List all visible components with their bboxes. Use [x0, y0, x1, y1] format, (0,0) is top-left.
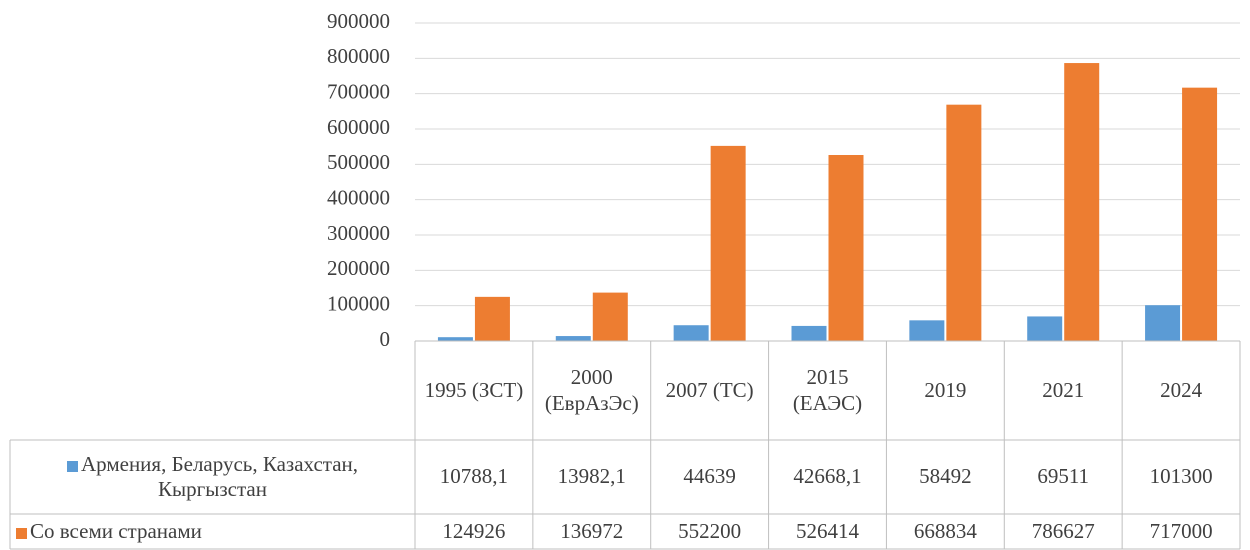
y-tick-label: 800000 [327, 44, 390, 68]
table-value: 717000 [1149, 518, 1213, 543]
y-tick-label: 900000 [327, 9, 390, 33]
table-value: 124926 [442, 518, 506, 543]
y-tick-label: 200000 [327, 256, 390, 280]
table-value: 42668,1 [793, 464, 862, 489]
bar [474, 296, 510, 341]
y-tick-label: 500000 [327, 150, 390, 174]
y-tick-label: 300000 [327, 221, 390, 245]
bar [1145, 305, 1181, 341]
table-value: 668834 [913, 518, 977, 543]
table-value: 44639 [683, 464, 736, 489]
y-tick-label: 100000 [327, 291, 390, 315]
table-value: 69511 [1037, 464, 1090, 489]
category-cell: 2024 [1160, 377, 1203, 402]
bar [1182, 87, 1218, 341]
category-cell: 2019 [924, 377, 967, 402]
table-value: 10788,1 [439, 464, 509, 489]
category-cell: 2000 (ЕврАзЭс) [544, 365, 639, 415]
bar [1064, 63, 1100, 341]
table-value: 13982,1 [557, 464, 626, 489]
legend-cell: Армения, Беларусь, Казахстан, Кыргызстан [10, 440, 415, 514]
category-cell: 2007 (ТС) [665, 377, 754, 402]
bar [1027, 316, 1063, 341]
y-tick-label: 0 [380, 327, 391, 351]
category-cell: 2021 [1042, 377, 1085, 402]
y-tick-label: 400000 [327, 185, 390, 209]
legend-entry: Армения, Беларусь, Казахстан, Кыргызстан [16, 452, 409, 502]
y-tick-label: 700000 [327, 79, 390, 103]
legend-label: Со всеми странами [30, 518, 202, 543]
bar [592, 292, 628, 341]
legend-swatch [16, 527, 27, 539]
y-tick-label: 600000 [327, 115, 390, 139]
table-value: 58492 [919, 464, 972, 489]
legend-entry: Со всеми странами [16, 519, 202, 544]
table-value: 136972 [560, 518, 624, 543]
category-cell: 2015 (ЕАЭС) [792, 365, 863, 415]
bar [555, 336, 591, 341]
bar [909, 320, 945, 341]
table-value: 552200 [678, 518, 742, 543]
table-value: 101300 [1149, 464, 1213, 489]
table-value: 526414 [795, 518, 859, 543]
bar [828, 155, 864, 341]
bar [710, 145, 746, 341]
legend-swatch [66, 460, 78, 472]
bar [437, 337, 473, 341]
category-cell: 1995 (ЗСТ) [424, 377, 524, 402]
bar [946, 104, 982, 341]
bar [673, 325, 709, 341]
legend-label: Армения, Беларусь, Казахстан, Кыргызстан [80, 451, 359, 501]
table-value: 786627 [1031, 518, 1095, 543]
legend-cell: Со всеми странами [10, 514, 415, 549]
bar [791, 325, 827, 341]
